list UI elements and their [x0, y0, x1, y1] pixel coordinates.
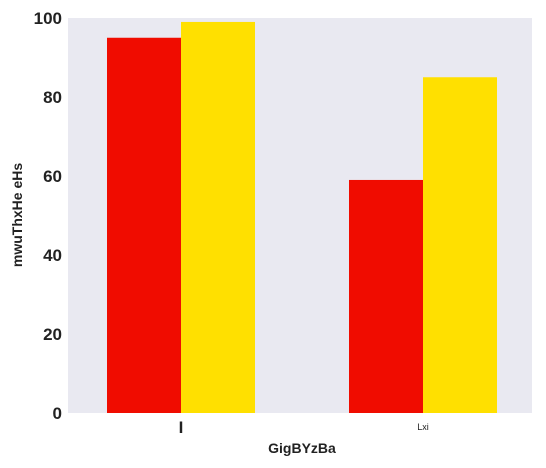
bars-group [107, 21, 497, 413]
bar-series1-1 [107, 37, 181, 413]
y-tick-label: 100 [34, 9, 62, 28]
bar-series1-2 [349, 179, 423, 413]
y-tick-labels: 0 20 40 60 80 100 [34, 9, 62, 423]
y-tick-label: 80 [43, 88, 62, 107]
bar-series2-2 [423, 77, 497, 413]
x-tick-label: Lxi [417, 422, 429, 432]
x-tick-label: I [179, 418, 184, 437]
x-tick-labels: I Lxi [179, 418, 429, 437]
bar-series2-1 [181, 21, 255, 413]
y-tick-label: 40 [43, 246, 62, 265]
x-axis-title: GigBYzBa [268, 440, 336, 456]
y-tick-label: 20 [43, 325, 62, 344]
y-tick-label: 60 [43, 167, 62, 186]
y-axis-title: mwuThxHe eHs [9, 163, 25, 267]
y-tick-label: 0 [53, 404, 62, 423]
